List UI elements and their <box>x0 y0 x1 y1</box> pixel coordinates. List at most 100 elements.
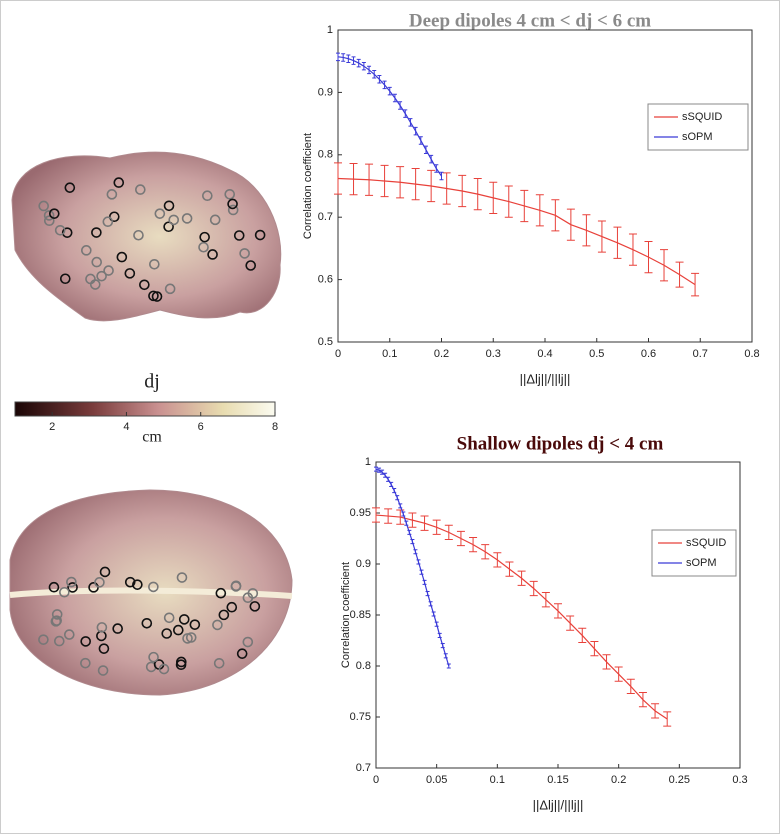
dipole-marker <box>96 622 108 633</box>
error-bar <box>341 53 346 62</box>
error-bar <box>372 70 377 79</box>
error-bar <box>456 530 465 547</box>
dipole-marker <box>148 651 159 663</box>
dipole-marker <box>202 190 213 202</box>
y-axis-label: Correlation coefficient <box>302 133 314 239</box>
colorbar-tick-label: 8 <box>272 421 278 433</box>
error-bar <box>469 536 478 553</box>
legend-label: sSQUID <box>686 537 726 549</box>
dipole-marker <box>239 248 250 259</box>
y-tick-label: 0.8 <box>356 660 371 672</box>
error-bar <box>481 544 490 560</box>
dipole-marker <box>245 260 257 271</box>
error-bar <box>336 52 340 62</box>
dipole-marker <box>215 587 227 599</box>
error-bar <box>428 601 433 607</box>
error-bar <box>398 503 403 509</box>
error-bar <box>582 214 591 247</box>
error-bar <box>413 126 418 136</box>
colorbar-tick-label: 6 <box>198 421 204 433</box>
dipole-marker <box>189 619 201 630</box>
dipole-marker <box>116 251 128 263</box>
error-bar <box>504 185 513 218</box>
error-bar <box>410 539 415 545</box>
error-bar <box>473 178 482 211</box>
dipole-marker <box>106 189 118 200</box>
error-bar <box>429 154 434 164</box>
error-bar <box>626 678 635 695</box>
y-tick-label: 0.6 <box>318 274 333 286</box>
error-bar <box>439 171 444 181</box>
dipole-marker <box>242 592 254 604</box>
x-tick-label: 0.7 <box>693 348 708 360</box>
dipole-marker <box>108 211 120 223</box>
dipole-marker <box>254 229 266 241</box>
y-tick-label: 0.5 <box>318 336 333 348</box>
error-bar <box>408 118 413 127</box>
dipole-marker <box>97 665 109 676</box>
error-bar <box>566 615 575 631</box>
dipole-marker <box>85 273 96 285</box>
dipole-marker <box>233 230 245 241</box>
error-bar <box>578 627 587 644</box>
error-bar <box>384 508 393 524</box>
colorbar-label: dj <box>144 371 160 393</box>
error-bar <box>389 481 394 487</box>
y-tick-label: 0.7 <box>356 762 371 774</box>
error-bar <box>602 654 611 670</box>
error-bar <box>520 189 529 223</box>
dipole-marker <box>124 268 136 279</box>
error-bar <box>638 692 647 708</box>
error-bar <box>372 507 380 523</box>
error-bar <box>416 559 421 565</box>
error-bar <box>404 520 409 526</box>
dipole-marker <box>226 601 238 613</box>
dipole-marker <box>48 208 60 219</box>
dipole-marker <box>61 227 73 238</box>
error-bar <box>422 579 427 585</box>
error-bar <box>408 512 417 528</box>
error-bar <box>675 261 684 288</box>
series-line <box>375 514 668 720</box>
dipole-marker <box>113 177 125 188</box>
dipole-marker <box>59 273 71 285</box>
dipole-marker <box>148 290 159 302</box>
brain-fissure <box>9 587 293 599</box>
x-tick-label: 0.5 <box>589 348 604 360</box>
dipole-marker <box>213 657 225 669</box>
error-bar <box>660 249 669 282</box>
dipole-marker <box>112 623 123 634</box>
dipole-marker <box>148 581 159 593</box>
dipole-marker <box>51 609 63 620</box>
error-bar <box>361 61 366 71</box>
series-line <box>375 468 450 667</box>
error-bar <box>551 199 560 232</box>
dipole-marker <box>64 182 76 193</box>
error-bar <box>367 65 372 75</box>
y-tick-label: 0.9 <box>318 86 333 98</box>
x-tick-label: 0.05 <box>426 774 447 786</box>
dipole-marker <box>67 582 78 593</box>
error-bar <box>431 611 436 617</box>
error-bar <box>346 54 351 63</box>
dipole-marker <box>212 619 223 631</box>
dipole-marker <box>178 614 190 625</box>
dipole-marker <box>173 624 184 636</box>
error-bar <box>392 93 397 103</box>
error-bar <box>644 241 653 274</box>
dipole-marker <box>80 657 91 669</box>
error-bar <box>432 519 441 535</box>
error-bar <box>413 549 418 555</box>
error-bar <box>423 145 428 155</box>
series-line <box>337 56 442 177</box>
dipole-marker <box>230 581 242 592</box>
error-bar <box>541 592 550 608</box>
dipole-marker <box>161 628 173 639</box>
dipole-marker <box>163 221 174 233</box>
error-bar <box>356 58 361 68</box>
dipole-marker <box>224 189 236 200</box>
error-bar <box>377 467 382 473</box>
error-bar <box>590 641 599 657</box>
error-bar <box>401 511 406 517</box>
y-axis-label: Correlation coefficient <box>340 562 352 668</box>
